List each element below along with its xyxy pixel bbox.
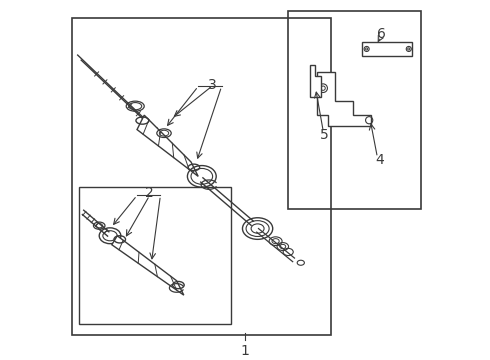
Bar — [362, 42, 413, 56]
Polygon shape — [137, 115, 198, 176]
Text: 3: 3 — [208, 78, 217, 91]
Text: 1: 1 — [241, 344, 249, 358]
Text: 5: 5 — [320, 128, 329, 142]
Bar — [288, 11, 421, 209]
Polygon shape — [310, 65, 320, 97]
Text: 6: 6 — [377, 27, 386, 41]
Text: 4: 4 — [376, 153, 384, 167]
Bar — [79, 187, 231, 324]
Polygon shape — [317, 72, 371, 126]
Polygon shape — [112, 236, 184, 295]
Text: 2: 2 — [145, 185, 154, 199]
Bar — [72, 18, 331, 335]
